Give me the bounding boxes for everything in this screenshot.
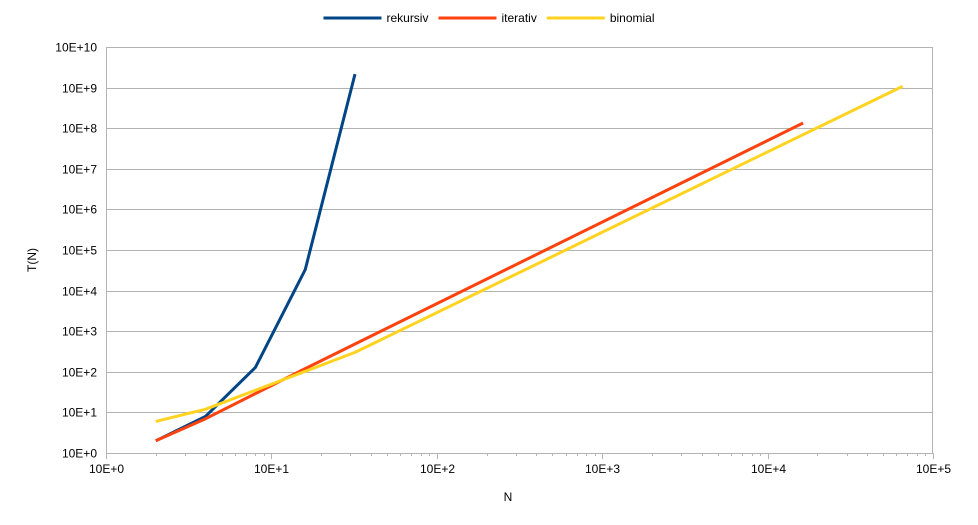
- y-tick-label: 10E+7: [62, 163, 97, 177]
- x-tick-label: 10E+1: [254, 462, 289, 476]
- y-tick-label: 10E+5: [62, 244, 97, 258]
- legend-label-binomial: binomial: [610, 11, 655, 25]
- x-tick-label: 10E+5: [916, 462, 951, 476]
- axes: 10E+0 10E+1 10E+2 10E+3 10E+4 10E+5 10E+6 10E+7…: [55, 41, 951, 477]
- x-tick-label: 10E+2: [420, 462, 455, 476]
- series-line-iterativ: [155, 121, 804, 443]
- y-tick-label: 10E+6: [62, 203, 97, 217]
- y-tick-label: 10E+2: [62, 366, 97, 380]
- x-axis-title: N: [504, 490, 513, 504]
- series-lines: [155, 73, 904, 443]
- y-tick-label: 10E+10: [55, 41, 97, 55]
- series-line-rekursiv: [155, 73, 357, 443]
- x-tick-label: 10E+4: [751, 462, 786, 476]
- x-tick-label: 10E+0: [89, 462, 124, 476]
- legend-label-rekursiv: rekursiv: [386, 11, 428, 25]
- y-tick-label: 10E+3: [62, 325, 97, 339]
- y-tick-label: 10E+8: [62, 122, 97, 136]
- series-line-binomial: [155, 84, 904, 423]
- y-tick-label: 10E+1: [62, 406, 97, 420]
- legend-label-iterativ: iterativ: [501, 11, 536, 25]
- x-tick-label: 10E+3: [585, 462, 620, 476]
- grid: [106, 47, 933, 454]
- y-axis-title: T(N): [25, 248, 39, 272]
- y-tick-label: 10E+9: [62, 82, 97, 96]
- legend: rekursiv iterativ binomial: [323, 11, 655, 25]
- y-tick-label: 10E+4: [62, 285, 97, 299]
- y-tick-label: 10E+0: [62, 447, 97, 461]
